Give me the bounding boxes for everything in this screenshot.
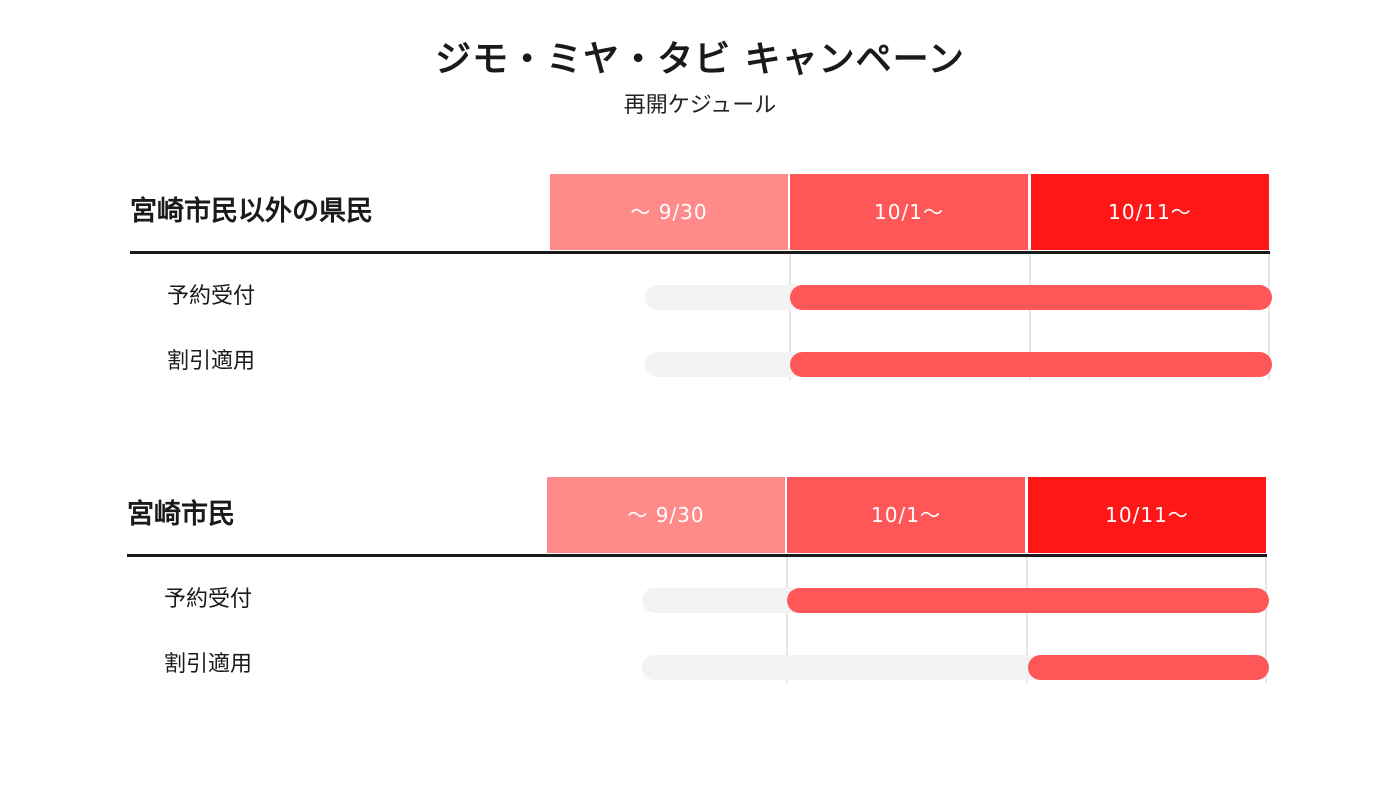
period-header-oct11: 10/11～ — [1031, 174, 1269, 250]
period-header-oct11: 10/11～ — [1028, 477, 1266, 553]
campaign-subtitle: 再開ケジュール — [623, 93, 777, 118]
header-divider — [130, 251, 1270, 254]
row-label-reservation: 予約受付 — [167, 284, 256, 309]
campaign-title: ジモ・ミヤ・タビ キャンペーン — [435, 39, 965, 80]
row-label-discount: 割引適用 — [164, 652, 253, 677]
period-header-before: ～ 9/30 — [547, 477, 785, 553]
period-header-oct1: 10/1～ — [790, 174, 1028, 250]
group-label: 宮崎市民以外の県民 — [130, 196, 373, 227]
schedule-group-city: 宮崎市民 ～ 9/30 10/1～ 10/11～ 予約受付 割引適用 — [127, 477, 1277, 697]
timeline-bar-discount — [790, 352, 1272, 377]
period-gridline — [1265, 557, 1267, 683]
period-gridline — [789, 254, 791, 380]
period-gridline — [786, 557, 788, 683]
period-header-oct1: 10/1～ — [787, 477, 1025, 553]
header-divider — [127, 554, 1267, 557]
timeline-bar-discount — [1028, 655, 1269, 680]
period-header-before: ～ 9/30 — [550, 174, 788, 250]
schedule-group-prefecture: 宮崎市民以外の県民 ～ 9/30 10/1～ 10/11～ 予約受付 割引適用 — [130, 174, 1280, 394]
period-gridline — [1268, 254, 1270, 380]
timeline-bar-reservation — [790, 285, 1272, 310]
group-label: 宮崎市民 — [127, 499, 235, 530]
period-gridline — [1029, 254, 1031, 380]
period-gridline — [1026, 557, 1028, 683]
timeline-bar-reservation — [787, 588, 1269, 613]
row-label-discount: 割引適用 — [167, 349, 256, 374]
row-label-reservation: 予約受付 — [164, 587, 253, 612]
